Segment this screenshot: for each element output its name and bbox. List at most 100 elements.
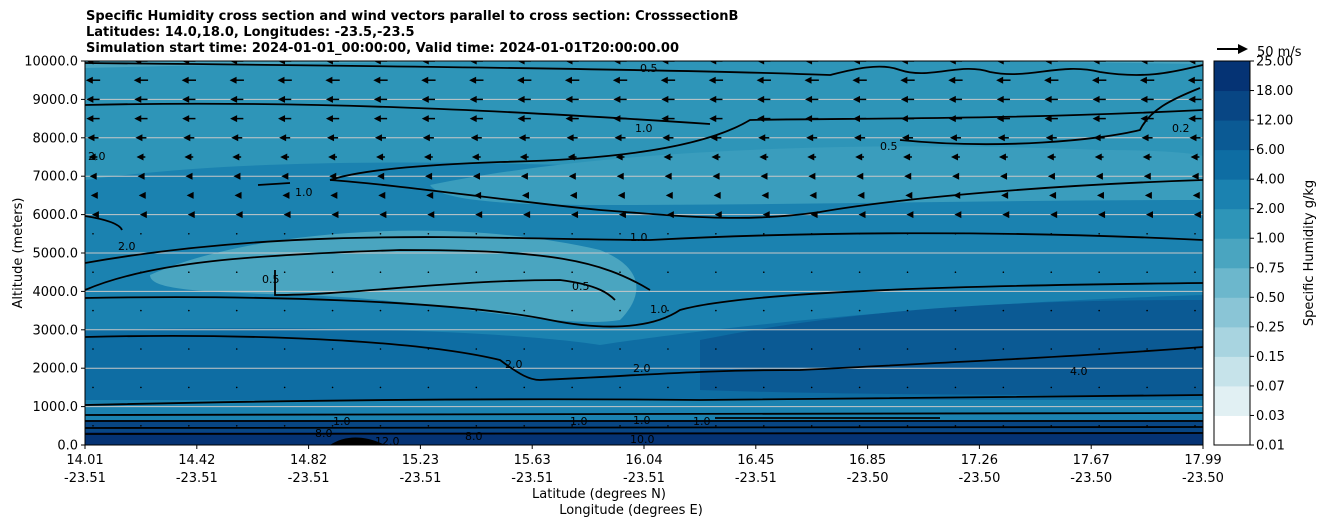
colorbar-segment: [1214, 267, 1250, 298]
wind-vector: [325, 61, 340, 65]
wind-vector: [667, 348, 669, 350]
y-tick-label: 7000.0: [33, 170, 79, 185]
contour-line: [85, 215, 123, 231]
wind-vector: [852, 76, 867, 84]
contour-line: [329, 109, 1203, 181]
colorbar-tick-label: 4.00: [1256, 173, 1285, 188]
wind-vector: [564, 76, 580, 84]
wind-vector: [425, 172, 433, 180]
wind-vector: [140, 386, 142, 389]
wind-vector: [182, 95, 196, 103]
wind-vector: [475, 386, 478, 389]
wind-vector: [92, 233, 94, 235]
wind-vector: [661, 115, 675, 123]
wind-vector: [1189, 134, 1201, 142]
wind-vector: [852, 61, 867, 65]
wind-vector: [186, 191, 194, 199]
wind-vector: [1142, 153, 1152, 161]
wind-vector: [617, 191, 625, 199]
wind-vector: [1050, 271, 1053, 274]
wind-vector: [810, 386, 813, 389]
wind-vector: [805, 61, 819, 65]
wind-vector: [92, 386, 94, 389]
wind-vector: [278, 115, 292, 123]
x-tick-label-latitude: 14.42: [178, 453, 215, 468]
wind-vector: [1002, 271, 1005, 274]
wind-vector: [954, 271, 957, 274]
wind-vector: [906, 386, 909, 389]
wind-vector: [810, 233, 813, 235]
wind-vector: [427, 425, 430, 427]
contour-label: 8.0: [465, 430, 483, 443]
wind-vector: [475, 211, 483, 219]
colorbar-tick-label: 18.00: [1256, 84, 1293, 99]
wind-vector: [906, 233, 909, 235]
wind-vector: [949, 134, 961, 142]
wind-vector: [235, 233, 238, 235]
wind-vector: [1146, 348, 1148, 350]
wind-vector: [523, 309, 526, 312]
wind-vector: [615, 153, 625, 161]
wind-vector: [373, 76, 388, 84]
wind-vector: [234, 191, 242, 199]
humidity-region-peak: [330, 437, 385, 445]
wind-vector: [1050, 425, 1053, 427]
wind-vector: [1049, 191, 1057, 199]
colorbar-ticks: 0.01 0.03 0.07 0.15 0.25 0.50 0.75 1.00 2.00 4.00…: [1250, 55, 1293, 454]
wind-vector: [996, 76, 1011, 84]
colorbar-segment: [1214, 61, 1250, 92]
wind-vector: [90, 191, 98, 199]
wind-vector: [715, 425, 717, 427]
wind-vector: [951, 153, 960, 161]
wind-vector: [427, 348, 430, 350]
wind-vector: [906, 348, 909, 350]
wind-vector: [760, 172, 768, 180]
wind-vector: [379, 233, 382, 235]
wind-vector: [377, 172, 385, 180]
wind-vector: [235, 309, 238, 312]
title-line-2: Latitudes: 14.0,18.0, Longitudes: -23.5,…: [86, 25, 415, 40]
wind-vector: [475, 348, 478, 350]
wind-vectors: [85, 61, 1203, 427]
colorbar-segment: [1214, 120, 1250, 151]
wind-vector: [714, 211, 722, 219]
wind-vector: [421, 61, 436, 65]
wind-vector: [762, 309, 765, 312]
wind-vector: [137, 172, 145, 180]
contour-line: [85, 232, 1203, 264]
contour-label: 1.0: [693, 415, 711, 428]
wind-vector: [328, 153, 337, 161]
colorbar-tick-label: 0.25: [1256, 320, 1285, 335]
wind-vector: [568, 172, 576, 180]
wind-vector: [618, 211, 626, 219]
wind-vector: [470, 134, 482, 142]
wind-vector: [810, 348, 813, 350]
x-tick-label-longitude: -23.51: [288, 471, 330, 486]
wind-vector: [619, 386, 621, 389]
wind-vector: [757, 61, 771, 65]
wind-vector: [571, 348, 573, 350]
wind-vector: [665, 191, 673, 199]
wind-vector: [373, 115, 388, 123]
wind-vector: [472, 172, 480, 180]
wind-vector: [708, 76, 724, 84]
wind-vector: [1194, 425, 1196, 427]
wind-vector: [998, 153, 1008, 161]
wind-vector: [902, 134, 914, 142]
y-tick-label: 9000.0: [33, 93, 79, 108]
wind-vector: [188, 309, 190, 312]
contour-label: 2.0: [633, 362, 651, 375]
y-tick-label: 8000.0: [33, 131, 79, 146]
wind-vector: [1188, 61, 1202, 65]
wind-vector: [858, 211, 866, 219]
wind-vector: [427, 233, 430, 235]
wind-vector: [1098, 233, 1100, 235]
wind-vector: [954, 233, 957, 235]
wind-vector: [522, 191, 530, 199]
x-tick-label-longitude: -23.50: [1070, 471, 1112, 486]
wind-vector: [567, 153, 577, 161]
wind-vector: [140, 425, 142, 427]
wind-vector: [1050, 233, 1053, 235]
colorbar-tick-label: 0.15: [1256, 350, 1285, 365]
